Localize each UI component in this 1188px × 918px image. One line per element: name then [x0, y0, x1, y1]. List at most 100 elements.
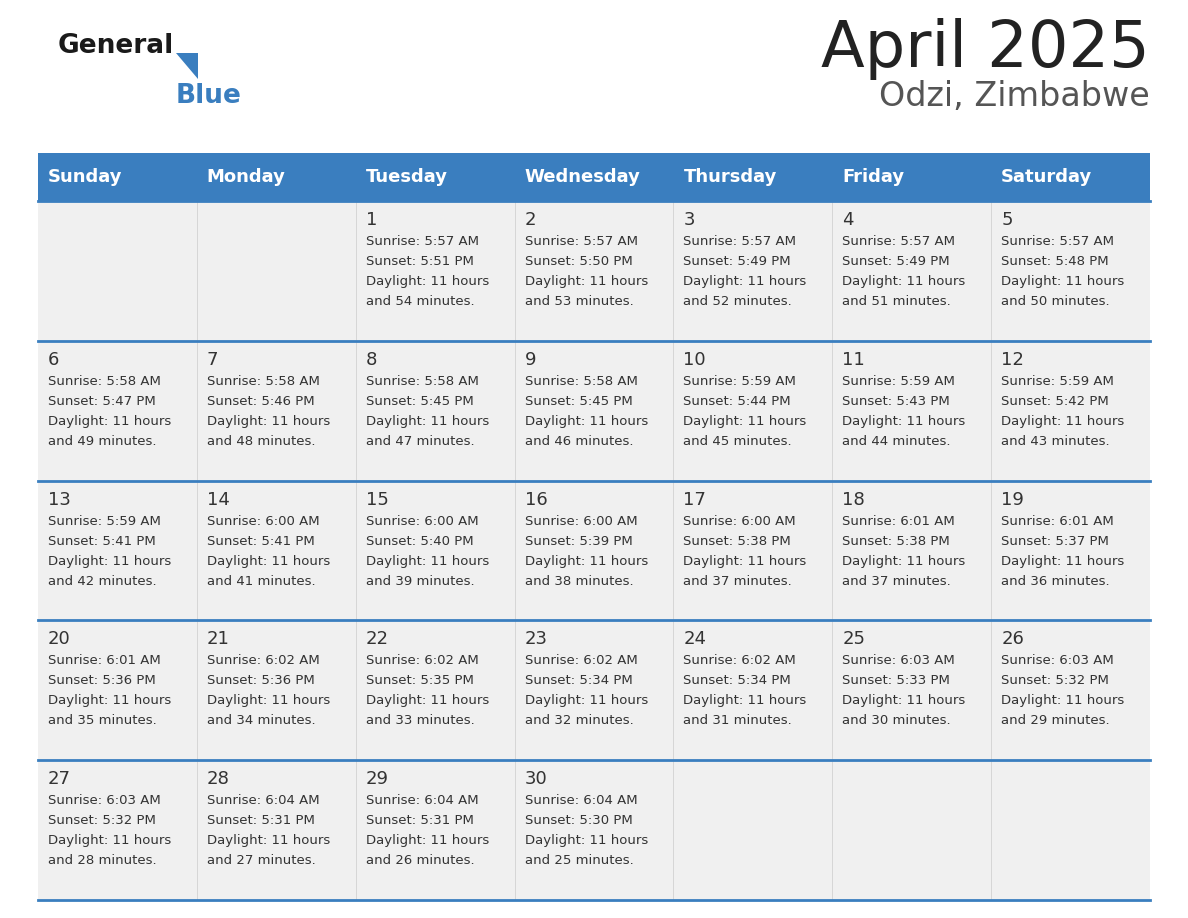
Text: and 38 minutes.: and 38 minutes.: [525, 575, 633, 588]
Text: Sunrise: 6:04 AM: Sunrise: 6:04 AM: [366, 794, 479, 807]
Text: Sunrise: 5:59 AM: Sunrise: 5:59 AM: [842, 375, 955, 387]
Text: Sunset: 5:42 PM: Sunset: 5:42 PM: [1001, 395, 1108, 408]
Text: 6: 6: [48, 351, 59, 369]
Text: Daylight: 11 hours: Daylight: 11 hours: [207, 415, 330, 428]
Bar: [38, 760, 1150, 900]
Text: Sunset: 5:45 PM: Sunset: 5:45 PM: [366, 395, 474, 408]
Text: and 46 minutes.: and 46 minutes.: [525, 435, 633, 448]
Text: and 28 minutes.: and 28 minutes.: [48, 855, 157, 868]
Text: and 37 minutes.: and 37 minutes.: [683, 575, 792, 588]
Text: Blue: Blue: [176, 83, 242, 109]
Text: Daylight: 11 hours: Daylight: 11 hours: [842, 554, 966, 567]
Text: Sunset: 5:51 PM: Sunset: 5:51 PM: [366, 255, 474, 268]
Text: Sunrise: 6:02 AM: Sunrise: 6:02 AM: [683, 655, 796, 667]
Text: and 50 minutes.: and 50 minutes.: [1001, 295, 1110, 308]
Text: Daylight: 11 hours: Daylight: 11 hours: [1001, 415, 1124, 428]
Text: Sunset: 5:48 PM: Sunset: 5:48 PM: [1001, 255, 1108, 268]
Text: and 25 minutes.: and 25 minutes.: [525, 855, 633, 868]
Text: Sunrise: 6:03 AM: Sunrise: 6:03 AM: [842, 655, 955, 667]
Text: Sunrise: 6:01 AM: Sunrise: 6:01 AM: [842, 515, 955, 528]
Text: and 41 minutes.: and 41 minutes.: [207, 575, 316, 588]
Text: Daylight: 11 hours: Daylight: 11 hours: [207, 694, 330, 708]
Bar: [355, 153, 514, 201]
Text: and 29 minutes.: and 29 minutes.: [1001, 714, 1110, 727]
Text: Daylight: 11 hours: Daylight: 11 hours: [683, 415, 807, 428]
Text: Daylight: 11 hours: Daylight: 11 hours: [683, 275, 807, 288]
Bar: [38, 153, 197, 201]
Text: Sunrise: 5:58 AM: Sunrise: 5:58 AM: [48, 375, 160, 387]
Text: Sunrise: 5:58 AM: Sunrise: 5:58 AM: [366, 375, 479, 387]
Text: 16: 16: [525, 490, 548, 509]
Text: Sunset: 5:31 PM: Sunset: 5:31 PM: [207, 814, 315, 827]
Text: and 52 minutes.: and 52 minutes.: [683, 295, 792, 308]
Polygon shape: [176, 53, 198, 79]
Text: Daylight: 11 hours: Daylight: 11 hours: [207, 554, 330, 567]
Text: Daylight: 11 hours: Daylight: 11 hours: [1001, 694, 1124, 708]
Text: 7: 7: [207, 351, 219, 369]
Text: Sunset: 5:32 PM: Sunset: 5:32 PM: [1001, 675, 1110, 688]
Text: 29: 29: [366, 770, 388, 789]
Text: Daylight: 11 hours: Daylight: 11 hours: [525, 554, 647, 567]
Bar: [38, 481, 1150, 621]
Text: Sunset: 5:32 PM: Sunset: 5:32 PM: [48, 814, 156, 827]
Text: 30: 30: [525, 770, 548, 789]
Text: 20: 20: [48, 631, 71, 648]
Text: Sunset: 5:40 PM: Sunset: 5:40 PM: [366, 534, 473, 548]
Text: Daylight: 11 hours: Daylight: 11 hours: [48, 554, 171, 567]
Text: and 33 minutes.: and 33 minutes.: [366, 714, 474, 727]
Text: 1: 1: [366, 211, 377, 229]
Text: Sunrise: 5:59 AM: Sunrise: 5:59 AM: [683, 375, 796, 387]
Text: 12: 12: [1001, 351, 1024, 369]
Text: Sunset: 5:43 PM: Sunset: 5:43 PM: [842, 395, 950, 408]
Text: 27: 27: [48, 770, 71, 789]
Text: Sunset: 5:45 PM: Sunset: 5:45 PM: [525, 395, 632, 408]
Text: Sunrise: 6:02 AM: Sunrise: 6:02 AM: [525, 655, 637, 667]
Text: Sunrise: 6:04 AM: Sunrise: 6:04 AM: [207, 794, 320, 807]
Text: Sunset: 5:36 PM: Sunset: 5:36 PM: [207, 675, 315, 688]
Text: Daylight: 11 hours: Daylight: 11 hours: [1001, 554, 1124, 567]
Text: Odzi, Zimbabwe: Odzi, Zimbabwe: [879, 80, 1150, 113]
Text: Daylight: 11 hours: Daylight: 11 hours: [842, 415, 966, 428]
Text: 17: 17: [683, 490, 707, 509]
Text: Sunrise: 6:00 AM: Sunrise: 6:00 AM: [207, 515, 320, 528]
Text: Sunrise: 6:02 AM: Sunrise: 6:02 AM: [207, 655, 320, 667]
Text: Daylight: 11 hours: Daylight: 11 hours: [683, 694, 807, 708]
Text: Sunset: 5:37 PM: Sunset: 5:37 PM: [1001, 534, 1110, 548]
Text: and 51 minutes.: and 51 minutes.: [842, 295, 952, 308]
Text: Daylight: 11 hours: Daylight: 11 hours: [366, 834, 489, 847]
Text: Sunrise: 6:03 AM: Sunrise: 6:03 AM: [1001, 655, 1114, 667]
Text: 5: 5: [1001, 211, 1012, 229]
Text: 3: 3: [683, 211, 695, 229]
Text: Daylight: 11 hours: Daylight: 11 hours: [842, 275, 966, 288]
Text: and 26 minutes.: and 26 minutes.: [366, 855, 474, 868]
Text: Sunset: 5:35 PM: Sunset: 5:35 PM: [366, 675, 474, 688]
Text: and 36 minutes.: and 36 minutes.: [1001, 575, 1110, 588]
Text: April 2025: April 2025: [821, 18, 1150, 80]
Text: Sunrise: 5:58 AM: Sunrise: 5:58 AM: [525, 375, 638, 387]
Text: Sunset: 5:50 PM: Sunset: 5:50 PM: [525, 255, 632, 268]
Text: Sunrise: 5:57 AM: Sunrise: 5:57 AM: [366, 235, 479, 248]
Text: and 39 minutes.: and 39 minutes.: [366, 575, 474, 588]
Text: Thursday: Thursday: [683, 168, 777, 186]
Text: Sunrise: 5:59 AM: Sunrise: 5:59 AM: [1001, 375, 1114, 387]
Text: Daylight: 11 hours: Daylight: 11 hours: [48, 694, 171, 708]
Text: 14: 14: [207, 490, 229, 509]
Text: Sunset: 5:34 PM: Sunset: 5:34 PM: [683, 675, 791, 688]
Text: Sunday: Sunday: [48, 168, 122, 186]
Text: Sunset: 5:34 PM: Sunset: 5:34 PM: [525, 675, 632, 688]
Text: Daylight: 11 hours: Daylight: 11 hours: [366, 694, 489, 708]
Bar: [38, 341, 1150, 481]
Text: Sunset: 5:47 PM: Sunset: 5:47 PM: [48, 395, 156, 408]
Text: 15: 15: [366, 490, 388, 509]
Bar: [514, 153, 674, 201]
Text: General: General: [58, 33, 175, 59]
Text: Sunset: 5:38 PM: Sunset: 5:38 PM: [683, 534, 791, 548]
Text: Daylight: 11 hours: Daylight: 11 hours: [525, 694, 647, 708]
Text: Sunset: 5:49 PM: Sunset: 5:49 PM: [842, 255, 950, 268]
Text: Sunrise: 5:57 AM: Sunrise: 5:57 AM: [842, 235, 955, 248]
Text: Daylight: 11 hours: Daylight: 11 hours: [842, 694, 966, 708]
Text: Daylight: 11 hours: Daylight: 11 hours: [525, 415, 647, 428]
Text: Daylight: 11 hours: Daylight: 11 hours: [525, 834, 647, 847]
Text: Sunrise: 5:58 AM: Sunrise: 5:58 AM: [207, 375, 320, 387]
Text: 26: 26: [1001, 631, 1024, 648]
